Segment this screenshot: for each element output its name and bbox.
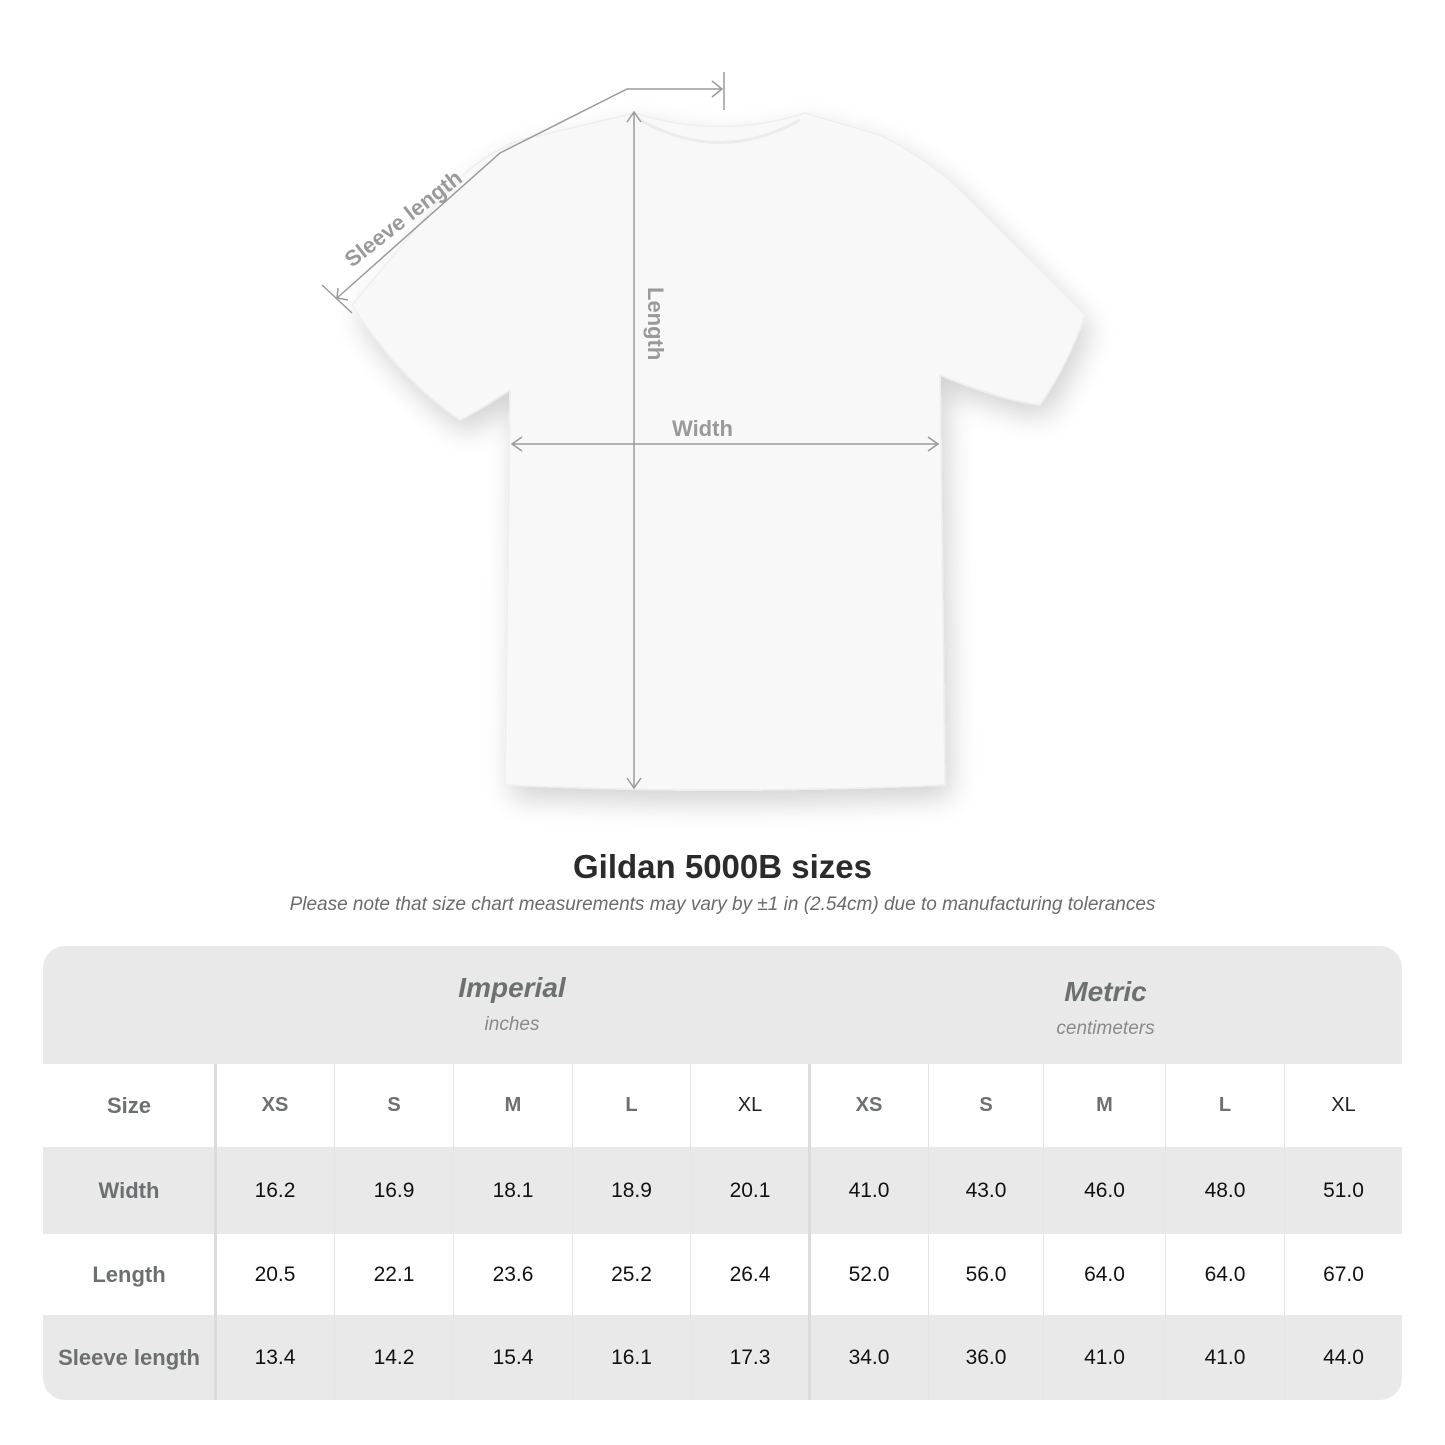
measurement-cell: 36.0: [928, 1315, 1043, 1400]
size-header-row: Size XS S M L XL XS S M L XL: [43, 1064, 1402, 1147]
size-table: Imperial inches Metric centimeters Size X…: [43, 946, 1402, 1400]
measurement-cell: 34.0: [809, 1315, 928, 1400]
measurement-cell: 23.6: [453, 1234, 572, 1315]
tolerance-note: Please note that size chart measurements…: [289, 894, 1156, 915]
metric-unit: centimeters: [1056, 1018, 1155, 1039]
tshirt-shape: [351, 112, 1086, 791]
metric-header: Metric centimeters: [809, 946, 1402, 1094]
measurement-cell: 48.0: [1165, 1147, 1284, 1234]
measurement-cell: 18.1: [453, 1147, 572, 1234]
measurement-cell: 64.0: [1043, 1234, 1165, 1315]
size-column-header: L: [1165, 1064, 1284, 1147]
measurement-cell: 20.5: [215, 1234, 334, 1315]
row-label: Sleeve length: [58, 1344, 200, 1370]
measurement-cell: 67.0: [1284, 1234, 1402, 1315]
measurement-cell: 64.0: [1165, 1234, 1284, 1315]
measurement-cell: 51.0: [1284, 1147, 1402, 1234]
measurement-cell: 20.1: [690, 1147, 809, 1234]
imperial-title: Imperial: [458, 972, 566, 1003]
size-column-header: XL: [690, 1064, 809, 1147]
imperial-header: Imperial inches: [215, 946, 809, 1090]
measurement-cell: 41.0: [1165, 1315, 1284, 1400]
measurement-cell: 25.2: [572, 1234, 690, 1315]
metric-title: Metric: [1064, 976, 1147, 1007]
measurement-cell: 44.0: [1284, 1315, 1402, 1400]
size-column-header: S: [334, 1064, 453, 1147]
size-header-label: Size: [106, 1092, 152, 1118]
size-column-header: M: [453, 1064, 572, 1147]
measurement-cell: 14.2: [334, 1315, 453, 1400]
measurement-cell: 16.1: [572, 1315, 690, 1400]
column-divider: [214, 1064, 217, 1400]
length-label: Length: [643, 287, 668, 360]
imperial-unit: inches: [484, 1014, 540, 1035]
measurement-cell: 52.0: [809, 1234, 928, 1315]
size-column-header: XS: [215, 1064, 334, 1147]
table-row: Sleeve length 13.4 14.2 15.4 16.1 17.3 34.0 36.…: [43, 1315, 1402, 1400]
table-row: Width 16.2 16.9 18.1 18.9 20.1 41.0 43.0 46.0 48.…: [43, 1147, 1402, 1234]
measurement-cell: 41.0: [1043, 1315, 1165, 1400]
page-title: Gildan 5000B sizes: [573, 848, 872, 885]
measurement-cell: 15.4: [453, 1315, 572, 1400]
measurement-cell: 26.4: [690, 1234, 809, 1315]
measurement-cell: 56.0: [928, 1234, 1043, 1315]
measurement-cell: 22.1: [334, 1234, 453, 1315]
measurement-cell: 41.0: [809, 1147, 928, 1234]
measurement-cell: 46.0: [1043, 1147, 1165, 1234]
row-label: Length: [92, 1261, 166, 1287]
size-column-header: XS: [809, 1064, 928, 1147]
row-label: Width: [98, 1177, 160, 1203]
table-row: Length 20.5 22.1 23.6 25.2 26.4 52.0 56.0 64.0 64…: [43, 1234, 1402, 1315]
collar: [639, 118, 801, 144]
tshirt-diagram: Sleeve length Length Width: [321, 72, 1086, 791]
measurement-cell: 17.3: [690, 1315, 809, 1400]
measurement-cell: 18.9: [572, 1147, 690, 1234]
measurement-cell: 16.2: [215, 1147, 334, 1234]
measurement-cell: 13.4: [215, 1315, 334, 1400]
size-column-header: S: [928, 1064, 1043, 1147]
size-column-header: M: [1043, 1064, 1165, 1147]
column-divider: [808, 1064, 811, 1400]
measure-lines: [321, 72, 940, 790]
measurement-cell: 43.0: [928, 1147, 1043, 1234]
size-column-header: XL: [1284, 1064, 1402, 1147]
size-column-header: L: [572, 1064, 690, 1147]
width-label: Width: [672, 416, 733, 441]
measurement-cell: 16.9: [334, 1147, 453, 1234]
